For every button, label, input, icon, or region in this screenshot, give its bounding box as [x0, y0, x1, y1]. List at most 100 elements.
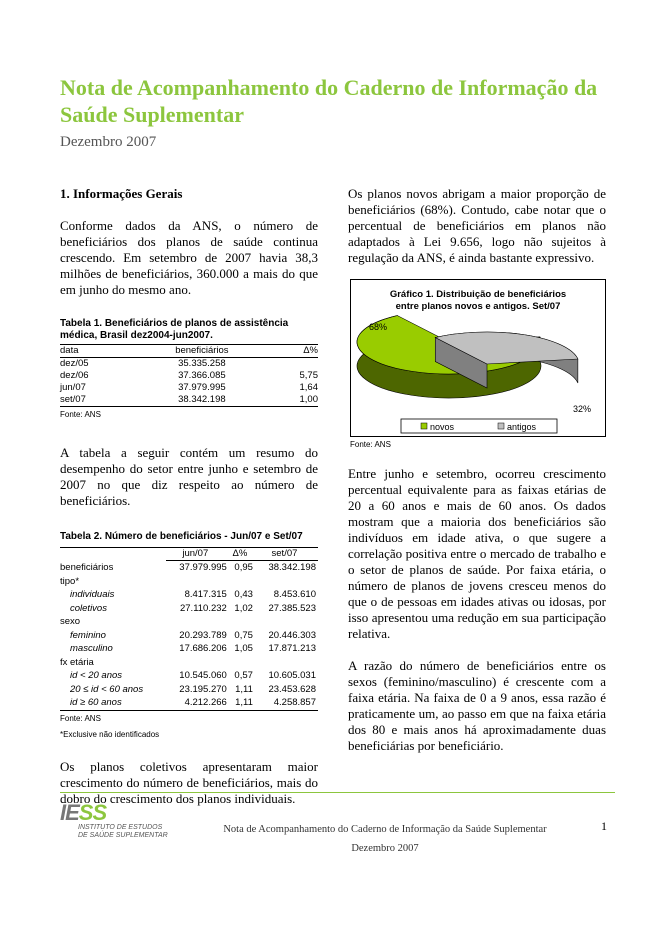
table-row: dez/06 37.366.085 5,75 — [60, 370, 318, 382]
footer-title: Nota de Acompanhamento do Caderno de Inf… — [223, 824, 547, 835]
table-row: 20 ≤ id < 60 anos 23.195.270 1,11 23.453.62… — [60, 683, 318, 697]
right-column: Os planos novos abrigam a maior proporçã… — [348, 186, 606, 266]
table-cell — [270, 358, 318, 371]
table-cell — [255, 575, 318, 589]
table-row: individuais 8.417.315 0,43 8.453.610 — [60, 588, 318, 602]
paragraph: Entre junho e setembro, ocorreu crescime… — [348, 466, 606, 641]
table-row: coletivos 27.110.232 1,02 27.385.523 — [60, 602, 318, 616]
table-cell: 10.605.031 — [268, 670, 316, 681]
pie-slice-antigos — [434, 331, 579, 365]
legend-label-antigos: antigos — [507, 422, 537, 432]
table-cell: 10.545.060 — [179, 670, 227, 681]
table-cell — [229, 615, 255, 629]
table-caption: Tabela 1. Beneficiários de planos de ass… — [60, 318, 289, 341]
table-cell: 37.366.085 — [178, 370, 226, 381]
table-cell: 37.979.995 — [178, 382, 226, 393]
data-label: 68% — [369, 322, 387, 332]
table-1: Tabela 1. Beneficiários de planos de ass… — [60, 318, 318, 423]
table-row: beneficiários 37.979.995 0,95 38.342.198 — [60, 561, 318, 575]
table-cell: id ≥ 60 anos — [70, 697, 122, 708]
legend-label-novos: novos — [430, 422, 455, 432]
table-source: Fonte: ANS — [60, 713, 101, 723]
table-cell: 35.335.258 — [178, 358, 226, 369]
table-cell: 4.258.857 — [273, 697, 316, 708]
page-date: Dezembro 2007 — [60, 134, 157, 150]
table-cell: 27.110.232 — [179, 602, 227, 614]
table-cell: 4.212.266 — [184, 697, 227, 708]
footer-text: Nota de Acompanhamento do Caderno de Inf… — [200, 820, 570, 858]
table-cell: beneficiários — [60, 561, 114, 573]
table-cell: 1,05 — [234, 643, 253, 654]
table-cell — [229, 575, 255, 589]
table-cell: id < 20 anos — [70, 670, 123, 681]
table-cell: 0,95 — [234, 562, 253, 573]
table-cell: coletivos — [70, 602, 107, 614]
paragraph: A razão do número de beneficiários entre… — [348, 658, 606, 753]
table-cell: 20.293.789 — [179, 629, 227, 641]
table-cell: 23.195.270 — [179, 683, 227, 695]
table-cell — [255, 656, 318, 670]
table-cell: 0,57 — [234, 670, 253, 681]
data-label: 32% — [573, 404, 591, 414]
table-row: id < 20 anos 10.545.060 0,57 10.605.031 — [60, 669, 318, 683]
table-row: set/07 38.342.198 1,00 — [60, 394, 318, 407]
column-header: beneficiários — [175, 345, 229, 356]
footer-divider — [60, 792, 615, 793]
table-caption: Tabela 2. Número de beneficiários - Jun/… — [60, 531, 303, 542]
table-cell: jun/07 — [60, 382, 86, 393]
page-number: 1 — [601, 819, 607, 833]
table-cell: 0,75 — [234, 629, 253, 641]
table-cell: 1,64 — [299, 382, 319, 393]
legend-swatch-novos — [420, 422, 428, 430]
pie-svg: Gráfico 1. Distribuição de beneficiários… — [356, 289, 591, 434]
footer-date: Dezembro 2007 — [351, 843, 419, 854]
table-cell: 20.446.303 — [268, 629, 316, 641]
paragraph: Conforme dados da ANS, o número de benef… — [60, 218, 318, 297]
table-row: dez/05 35.335.258 — [60, 358, 318, 371]
table-cell: 17.871.213 — [268, 643, 316, 654]
table-cell: 38.342.198 — [178, 394, 226, 405]
table-row: sexo — [60, 615, 318, 629]
section-title: 1. Informações Gerais — [60, 186, 183, 201]
table-cell: sexo — [60, 616, 81, 627]
table-cell: 20 ≤ id < 60 anos — [70, 683, 144, 695]
table-cell: 23.453.628 — [268, 683, 316, 695]
table-cell: set/07 — [60, 394, 86, 405]
table-cell: 8.417.315 — [184, 589, 227, 600]
table-2: Tabela 2. Número de beneficiários - Jun/… — [60, 531, 318, 743]
column-header: Δ% — [228, 547, 255, 561]
table-cell — [255, 615, 318, 629]
table-cell: 0,43 — [234, 589, 253, 600]
table-row: masculino 17.686.206 1,05 17.871.213 — [60, 642, 318, 656]
table-cell: masculino — [70, 643, 113, 654]
iess-logo: IESS INSTITUTO DE ESTUDOS DE SAÚDE SUPLEM… — [60, 800, 168, 840]
right-column-lower: Entre junho e setembro, ocorreu crescime… — [348, 466, 606, 754]
table-cell: fx etária — [60, 656, 94, 668]
table-row: jun/07 37.979.995 1,64 — [60, 382, 318, 394]
table-cell — [166, 615, 229, 629]
chart-source: Fonte: ANS — [350, 440, 391, 449]
table-cell: 1,11 — [235, 683, 253, 695]
table-source: Fonte: ANS — [60, 410, 101, 419]
page-title: Nota de Acompanhamento do Caderno de Inf… — [60, 75, 598, 127]
chart-legend — [400, 418, 558, 434]
table-cell: feminino — [70, 629, 106, 641]
table-row: id ≥ 60 anos 4.212.266 1,11 4.258.857 — [60, 696, 318, 710]
table-cell — [166, 656, 229, 670]
table-cell: dez/05 — [60, 358, 89, 369]
column-header: Δ% — [303, 345, 318, 356]
table-cell: 5,75 — [299, 370, 319, 381]
table-cell: 27.385.523 — [268, 602, 316, 614]
column-header: set/07 — [254, 547, 318, 561]
table-row: fx etária — [60, 656, 318, 670]
table-cell: 1,11 — [235, 697, 253, 708]
table-cell — [166, 575, 229, 589]
table-cell: 37.979.995 — [179, 562, 227, 573]
left-column: 1. Informações Gerais Conforme dados da … — [60, 186, 318, 807]
pie-chart: Gráfico 1. Distribuição de beneficiários… — [350, 279, 606, 437]
table-note: *Exclusive não identificados — [60, 729, 160, 739]
table-cell: individuais — [70, 589, 115, 600]
table-row: tipo* — [60, 575, 318, 589]
table-cell: 1,00 — [299, 394, 319, 405]
table-cell: 8.453.610 — [273, 589, 316, 600]
